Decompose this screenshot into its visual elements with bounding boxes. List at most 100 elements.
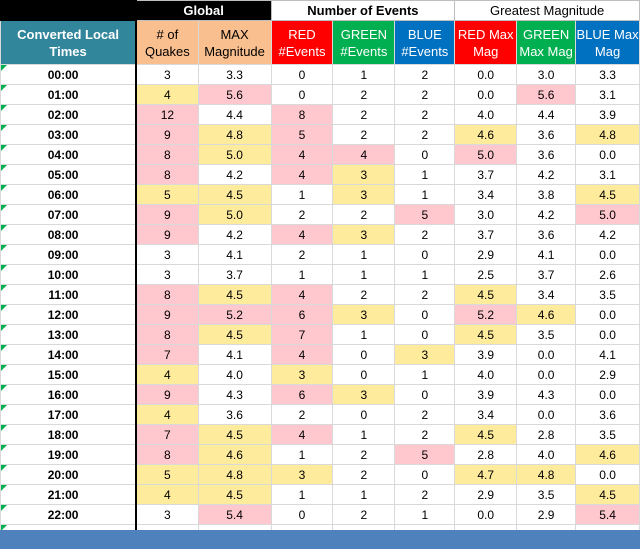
blue-max-mag-cell[interactable]: 4.8 (575, 124, 640, 145)
max-magnitude-cell[interactable]: 4.4 (197, 104, 272, 125)
red-max-mag-cell[interactable]: 2.9 (454, 484, 518, 505)
green-events-cell[interactable]: 3 (332, 384, 396, 405)
quakes-cell[interactable]: 3 (135, 64, 199, 85)
blue-max-mag-cell[interactable]: 4.5 (575, 484, 640, 505)
green-max-mag-cell[interactable]: 3.4 (516, 284, 577, 305)
max-magnitude-cell[interactable]: 4.3 (197, 384, 272, 405)
blue-events-cell[interactable]: 3 (394, 344, 456, 365)
green-max-mag-cell[interactable]: 4.0 (516, 444, 577, 465)
red-max-mag-cell[interactable]: 4.0 (454, 364, 518, 385)
green-events-cell[interactable]: 3 (332, 184, 396, 205)
red-max-mag-cell[interactable]: 5.2 (454, 304, 518, 325)
max-magnitude-cell[interactable]: 3.6 (197, 404, 272, 425)
max-magnitude-cell[interactable]: 4.8 (197, 464, 272, 485)
blue-events-cell[interactable]: 2 (394, 404, 456, 425)
quakes-cell[interactable]: 9 (135, 304, 199, 325)
green-max-mag-cell[interactable]: 0.0 (516, 344, 577, 365)
red-events-cell[interactable]: 7 (270, 324, 334, 345)
red-events-cell[interactable]: 4 (270, 144, 334, 165)
max-magnitude-cell[interactable]: 4.6 (197, 444, 272, 465)
time-cell[interactable]: 00:00 (0, 64, 138, 85)
blue-events-cell[interactable]: 2 (394, 484, 456, 505)
red-max-mag-cell[interactable]: 2.9 (454, 244, 518, 265)
max-magnitude-cell[interactable]: 3.3 (197, 64, 272, 85)
time-cell[interactable]: 03:00 (0, 124, 138, 145)
blue-events-cell[interactable]: 2 (394, 284, 456, 305)
green-events-cell[interactable]: 1 (332, 64, 396, 85)
green-events-cell[interactable]: 1 (332, 324, 396, 345)
max-magnitude-cell[interactable]: 4.5 (197, 284, 272, 305)
green-events-cell[interactable]: 2 (332, 504, 396, 525)
green-max-mag-cell[interactable]: 2.9 (516, 504, 577, 525)
green-max-mag-cell[interactable]: 3.0 (516, 64, 577, 85)
max-magnitude-cell[interactable]: 4.5 (197, 324, 272, 345)
red-max-mag-cell[interactable]: 3.4 (454, 404, 518, 425)
red-max-mag-cell[interactable]: 4.5 (454, 424, 518, 445)
max-magnitude-cell[interactable]: 4.8 (197, 124, 272, 145)
red-events-cell[interactable]: 0 (270, 504, 334, 525)
quakes-cell[interactable]: 8 (135, 444, 199, 465)
max-magnitude-cell[interactable]: 4.2 (197, 164, 272, 185)
red-events-cell[interactable]: 2 (270, 404, 334, 425)
red-events-cell[interactable]: 4 (270, 164, 334, 185)
red-events-cell[interactable]: 4 (270, 344, 334, 365)
green-events-cell[interactable]: 2 (332, 104, 396, 125)
time-cell[interactable]: 11:00 (0, 284, 138, 305)
red-events-cell[interactable]: 4 (270, 224, 334, 245)
green-max-mag-cell[interactable]: 0.0 (516, 404, 577, 425)
blue-events-cell[interactable]: 5 (394, 204, 456, 225)
green-max-mag-cell[interactable]: 4.6 (516, 304, 577, 325)
blue-events-cell[interactable]: 0 (394, 324, 456, 345)
time-cell[interactable]: 02:00 (0, 104, 138, 125)
red-events-cell[interactable]: 2 (270, 244, 334, 265)
green-max-mag-cell[interactable]: 4.2 (516, 204, 577, 225)
green-max-mag-cell[interactable]: 3.5 (516, 484, 577, 505)
quakes-cell[interactable]: 7 (135, 424, 199, 445)
max-magnitude-cell[interactable]: 4.0 (197, 364, 272, 385)
blue-max-mag-cell[interactable]: 4.1 (575, 344, 640, 365)
blue-max-mag-cell[interactable]: 3.5 (575, 284, 640, 305)
max-magnitude-cell[interactable]: 5.4 (197, 504, 272, 525)
max-magnitude-cell[interactable]: 4.5 (197, 424, 272, 445)
blue-events-cell[interactable]: 2 (394, 64, 456, 85)
green-max-mag-cell[interactable]: 3.7 (516, 264, 577, 285)
green-max-mag-cell[interactable]: 2.8 (516, 424, 577, 445)
red-events-cell[interactable]: 2 (270, 204, 334, 225)
green-events-cell[interactable]: 2 (332, 204, 396, 225)
blue-events-cell[interactable]: 0 (394, 384, 456, 405)
red-max-mag-cell[interactable]: 3.9 (454, 344, 518, 365)
blue-max-mag-cell[interactable]: 5.4 (575, 504, 640, 525)
blue-events-cell[interactable]: 1 (394, 504, 456, 525)
blue-events-cell[interactable]: 1 (394, 164, 456, 185)
blue-max-mag-cell[interactable]: 4.6 (575, 444, 640, 465)
blue-max-mag-cell[interactable]: 4.2 (575, 224, 640, 245)
blue-events-cell[interactable]: 2 (394, 124, 456, 145)
blue-max-mag-cell[interactable]: 2.9 (575, 364, 640, 385)
red-max-mag-cell[interactable]: 3.7 (454, 164, 518, 185)
quakes-cell[interactable]: 7 (135, 344, 199, 365)
time-cell[interactable]: 09:00 (0, 244, 138, 265)
time-cell[interactable]: 17:00 (0, 404, 138, 425)
quakes-cell[interactable]: 5 (135, 184, 199, 205)
red-events-cell[interactable]: 6 (270, 304, 334, 325)
time-cell[interactable]: 06:00 (0, 184, 138, 205)
green-events-cell[interactable]: 4 (332, 144, 396, 165)
quakes-cell[interactable]: 9 (135, 124, 199, 145)
green-max-mag-cell[interactable]: 4.1 (516, 244, 577, 265)
red-events-cell[interactable]: 3 (270, 364, 334, 385)
red-events-cell[interactable]: 5 (270, 124, 334, 145)
blue-events-cell[interactable]: 0 (394, 304, 456, 325)
green-max-mag-cell[interactable]: 5.6 (516, 84, 577, 105)
red-events-cell[interactable]: 3 (270, 464, 334, 485)
red-events-cell[interactable]: 4 (270, 284, 334, 305)
red-events-cell[interactable]: 1 (270, 444, 334, 465)
green-events-cell[interactable]: 3 (332, 164, 396, 185)
time-cell[interactable]: 10:00 (0, 264, 138, 285)
time-cell[interactable]: 19:00 (0, 444, 138, 465)
green-max-mag-cell[interactable]: 3.5 (516, 324, 577, 345)
green-events-cell[interactable]: 2 (332, 464, 396, 485)
blue-max-mag-cell[interactable]: 3.3 (575, 64, 640, 85)
quakes-cell[interactable]: 9 (135, 224, 199, 245)
blue-max-mag-cell[interactable]: 0.0 (575, 144, 640, 165)
red-max-mag-cell[interactable]: 3.9 (454, 384, 518, 405)
